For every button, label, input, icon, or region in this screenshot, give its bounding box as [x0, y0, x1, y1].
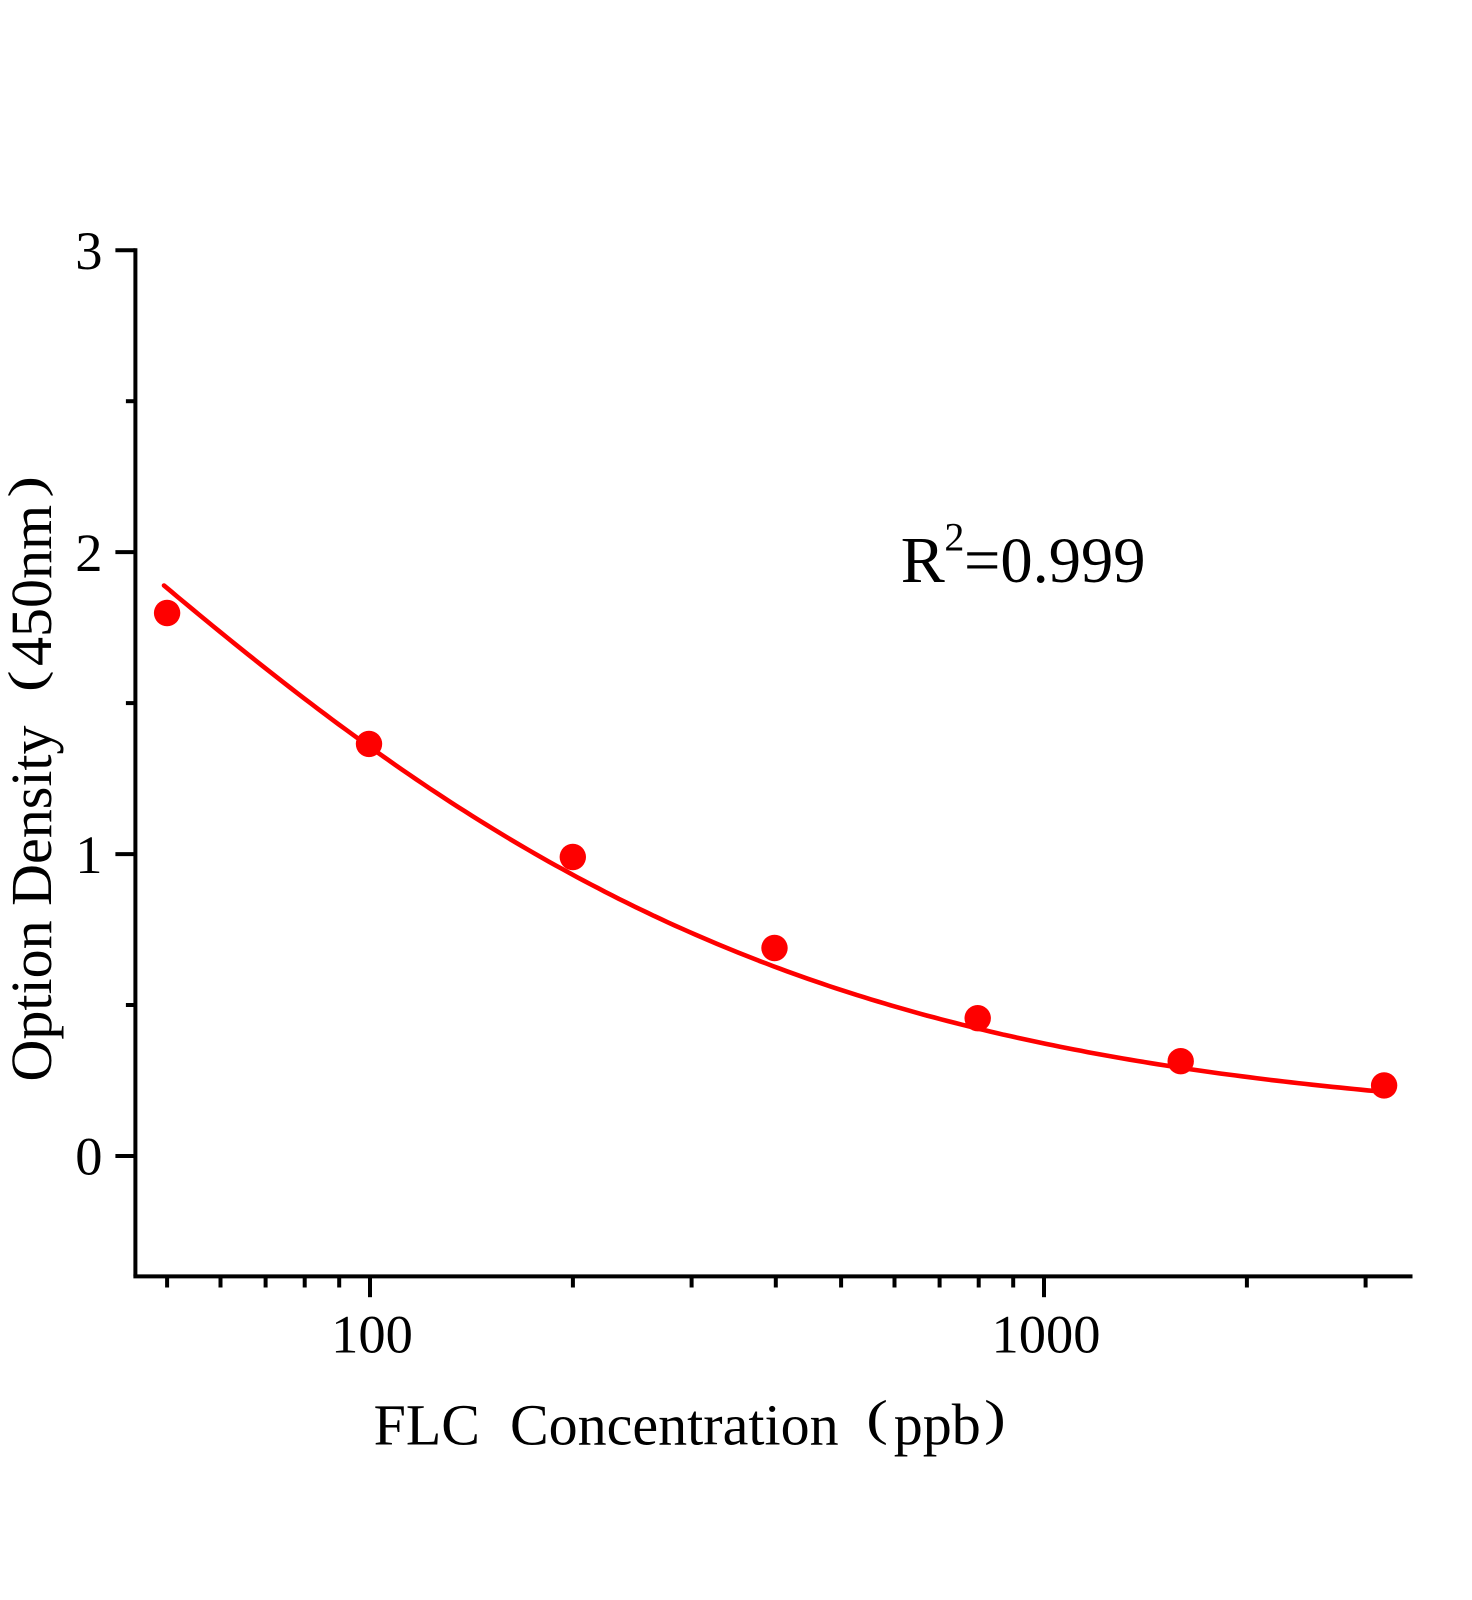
- svg-text:1: 1: [75, 824, 102, 885]
- svg-text:(: (: [0, 670, 54, 692]
- svg-text:0: 0: [75, 1126, 102, 1187]
- svg-text:): ): [0, 476, 54, 498]
- svg-text:2: 2: [944, 515, 964, 560]
- svg-text:3: 3: [75, 220, 102, 281]
- svg-text:Option Density: Option Density: [0, 725, 64, 1081]
- svg-text:100: 100: [331, 1303, 413, 1364]
- svg-text:2: 2: [75, 522, 102, 583]
- svg-text:FLC: FLC: [374, 1393, 480, 1458]
- svg-text:1000: 1000: [992, 1303, 1101, 1364]
- svg-text:Concentration: Concentration: [510, 1393, 839, 1458]
- svg-text:): ): [984, 1390, 1006, 1446]
- svg-text:=0.999: =0.999: [964, 525, 1146, 596]
- svg-text:R: R: [901, 524, 945, 597]
- svg-text:450nm: 450nm: [0, 505, 64, 666]
- svg-text:ppb: ppb: [894, 1392, 981, 1457]
- svg-text:(: (: [866, 1390, 888, 1446]
